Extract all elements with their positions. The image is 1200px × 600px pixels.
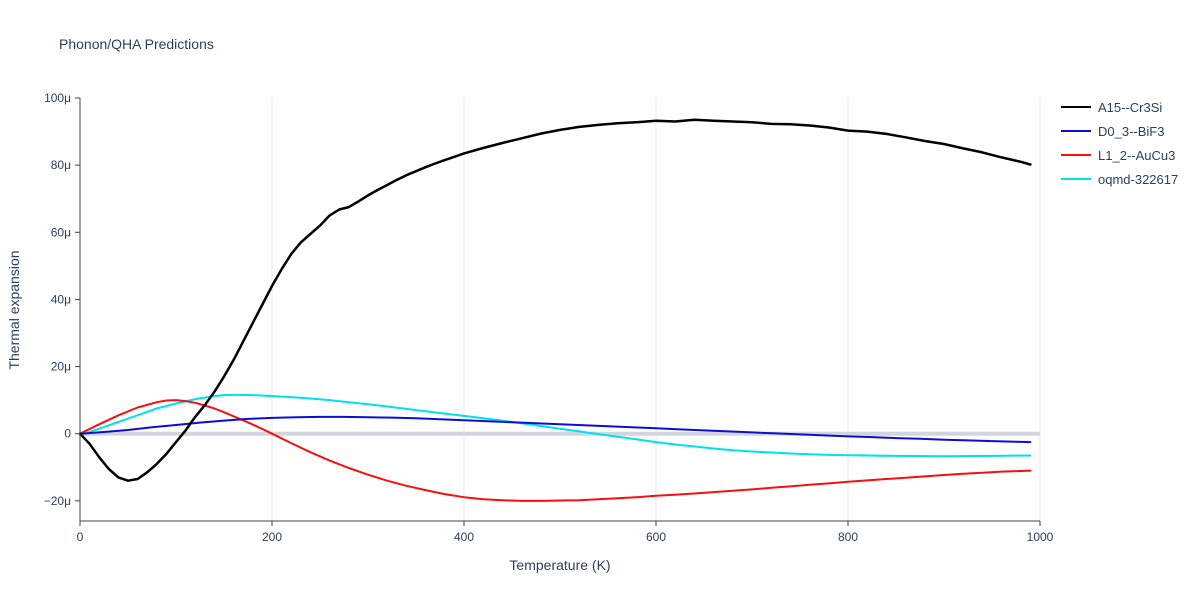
legend-item-oqmd-322617[interactable]: oqmd-322617 [1061,167,1178,191]
legend-line-swatch [1061,178,1091,180]
legend-label: oqmd-322617 [1098,171,1179,187]
legend-label: D0_3--BiF3 [1098,123,1165,139]
y-tick-label: −20μ [44,494,71,508]
legend-label: A15--Cr3Si [1098,99,1163,115]
x-tick-label: 800 [838,530,858,544]
x-tick-label: 200 [262,530,282,544]
legend-label: L1_2--AuCu3 [1098,147,1176,163]
y-tick-label: 100μ [44,91,71,105]
legend: A15--Cr3Si D0_3--BiF3 L1_2--AuCu3 oqmd-3… [1061,95,1178,191]
y-axis-label: Thermal expansion [6,250,22,370]
x-axis-label: Temperature (K) [509,557,611,573]
x-tick-label: 0 [77,530,84,544]
series-line-D0_3--BiF3[interactable] [79,415,1032,444]
legend-line-swatch [1061,105,1091,109]
legend-line-swatch [1061,154,1091,156]
legend-item-l1_2-aucu3[interactable]: L1_2--AuCu3 [1061,143,1178,167]
y-tick-label: 40μ [51,292,71,306]
legend-item-a15-cr3si[interactable]: A15--Cr3Si [1061,95,1178,119]
x-tick-label: 1000 [1027,530,1054,544]
x-tick-label: 600 [646,530,666,544]
series-line-oqmd-322617[interactable] [79,393,1032,458]
legend-item-d0_3-bif3[interactable]: D0_3--BiF3 [1061,119,1178,143]
legend-line-swatch [1061,130,1091,132]
y-tick-label: 0 [64,427,71,441]
series-line-L1_2--AuCu3[interactable] [79,399,1032,502]
series-line-A15--Cr3Si[interactable] [78,118,1032,482]
y-tick-label: 20μ [51,360,71,374]
chart-title: Phonon/QHA Predictions [59,36,214,52]
y-tick-label: 80μ [51,158,71,172]
x-tick-label: 400 [454,530,474,544]
y-tick-label: 60μ [51,225,71,239]
